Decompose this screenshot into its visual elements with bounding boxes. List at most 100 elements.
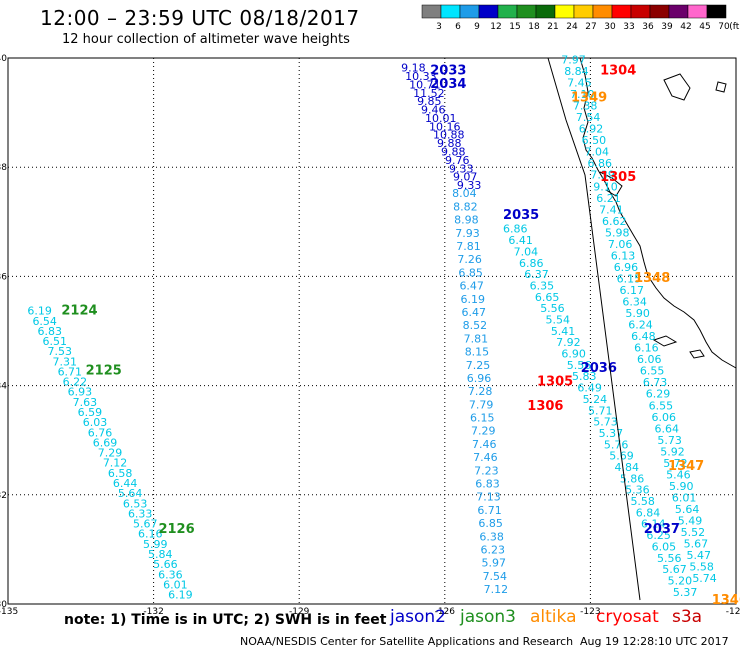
generated-timestamp: Aug 19 12:28:10 UTC 2017 bbox=[580, 635, 729, 648]
plot-border bbox=[7, 57, 737, 605]
colorbar-label: 6 bbox=[455, 22, 461, 32]
wave-height-value: 6.33 bbox=[128, 507, 152, 520]
lat-tick-label: 30 bbox=[0, 600, 7, 610]
colorbar-swatch bbox=[440, 4, 461, 19]
legend-s3a: s3a bbox=[672, 607, 703, 627]
wave-height-value: 7.29 bbox=[98, 447, 123, 460]
lat-tick-label: 38 bbox=[0, 163, 7, 173]
wave-height-value: 6.93 bbox=[68, 386, 93, 399]
wave-height-value: 5.52 bbox=[681, 526, 706, 539]
wave-height-value: 6.06 bbox=[637, 353, 662, 366]
wave-height-value: 6.96 bbox=[467, 372, 492, 385]
units-note: note: 1) Time is in UTC; 2) SWH is in fe… bbox=[64, 612, 387, 628]
wave-height-value: 6.34 bbox=[622, 296, 647, 309]
pass-time-label: 1304 bbox=[600, 63, 636, 78]
wave-height-value: 5.20 bbox=[668, 574, 693, 587]
wave-height-value: 6.55 bbox=[640, 365, 665, 378]
colorbar-label: 45 bbox=[699, 22, 710, 32]
colorbar-swatch bbox=[668, 4, 689, 19]
wave-height-value: 6.05 bbox=[652, 540, 677, 553]
colorbar-label: 21 bbox=[547, 22, 558, 32]
map-title: 12:00 – 23:59 UTC 08/18/2017 bbox=[40, 6, 360, 30]
wave-height-value: 5.84 bbox=[148, 548, 173, 561]
wave-height-value: 8.52 bbox=[463, 319, 488, 332]
wave-height-value: 7.12 bbox=[103, 457, 128, 470]
wave-height-value: 6.92 bbox=[579, 123, 604, 136]
wave-height-value: 7.39 bbox=[590, 169, 615, 182]
lat-tick-label: 34 bbox=[0, 382, 7, 392]
wave-height-value: 7.06 bbox=[608, 238, 633, 251]
wave-height-value: 7.53 bbox=[48, 345, 73, 358]
pass-time-label: 2124 bbox=[61, 304, 97, 319]
wave-height-value: 6.62 bbox=[602, 215, 627, 228]
wave-height-value: 6.06 bbox=[652, 411, 677, 424]
wave-height-value: 6.71 bbox=[477, 504, 502, 517]
colorbar-label: 39 bbox=[661, 22, 673, 32]
wave-height-value: 9.33 bbox=[449, 162, 474, 175]
colorbar-label: 18 bbox=[528, 22, 540, 32]
lat-tick-label: 36 bbox=[0, 272, 7, 282]
wave-height-value: 7.38 bbox=[573, 100, 598, 113]
wave-height-value: 6.16 bbox=[138, 528, 163, 541]
wave-height-value: 5.56 bbox=[657, 552, 682, 565]
lon-tick-label: -135 bbox=[0, 607, 18, 617]
lon-tick-label: -129 bbox=[289, 607, 310, 617]
wave-height-value: 7.41 bbox=[599, 203, 624, 216]
wave-height-value: 5.36 bbox=[625, 484, 650, 497]
wave-height-value: 5.64 bbox=[118, 487, 143, 500]
pass-time-label: 1305 bbox=[600, 170, 636, 185]
wave-height-value: 6.25 bbox=[646, 529, 671, 542]
wave-height-value: 5.58 bbox=[689, 561, 714, 574]
inland-shape bbox=[663, 73, 691, 101]
wave-height-value: 9.10 bbox=[593, 180, 618, 193]
pass-time-label: 2126 bbox=[158, 522, 194, 537]
wave-height-value: 7.10 bbox=[570, 88, 595, 101]
wave-height-value: 8.82 bbox=[453, 200, 478, 213]
wave-height-value: 5.72 bbox=[663, 457, 688, 470]
wave-height-value: 8.15 bbox=[465, 346, 490, 359]
wave-height-value: 9.88 bbox=[441, 146, 466, 159]
wave-height-value: 5.41 bbox=[551, 325, 576, 338]
pass-time-label: 2034 bbox=[430, 77, 466, 92]
colorbar-label: 33 bbox=[623, 22, 634, 32]
wave-height-value: 6.76 bbox=[88, 426, 113, 439]
wave-height-value: 6.22 bbox=[63, 376, 88, 389]
wave-height-value: 7.31 bbox=[53, 355, 77, 368]
wave-height-value: 8.84 bbox=[564, 65, 589, 78]
wave-height-value: 5.90 bbox=[669, 480, 694, 493]
island-outline-2 bbox=[689, 349, 705, 359]
pass-time-label: 1305 bbox=[537, 375, 573, 390]
track-data: 9.1810.3310.7111.529.859.4610.0110.1610.… bbox=[27, 53, 716, 601]
wave-height-value: 5.98 bbox=[605, 226, 630, 239]
wave-height-value: 6.69 bbox=[93, 436, 118, 449]
colorbar-swatch bbox=[554, 4, 575, 19]
colorbar-label: 12 bbox=[490, 22, 501, 32]
lat-tick-label: 32 bbox=[0, 491, 7, 501]
pass-time-label: 1349 bbox=[571, 91, 607, 106]
wave-height-value: 7.26 bbox=[457, 253, 482, 266]
wave-height-value: 10.71 bbox=[409, 78, 441, 91]
colorbar-label: 70 bbox=[718, 22, 730, 32]
wave-height-value: 6.86 bbox=[519, 257, 544, 270]
wave-height-value: 6.71 bbox=[58, 365, 83, 378]
wave-height-value: 6.36 bbox=[158, 568, 183, 581]
colorbar-swatch bbox=[687, 4, 708, 19]
wave-height-value: 7.04 bbox=[585, 146, 610, 159]
wave-height-value: 9.46 bbox=[421, 104, 446, 117]
wave-height-value: 5.58 bbox=[630, 495, 655, 508]
wave-height-value: 5.73 bbox=[593, 416, 618, 429]
wave-height-value: 5.24 bbox=[583, 393, 608, 406]
map-frame bbox=[7, 57, 737, 605]
wave-height-value: 9.18 bbox=[401, 62, 426, 75]
wave-height-value: 4.84 bbox=[615, 461, 640, 474]
colorbar-swatch bbox=[630, 4, 651, 19]
wave-height-value: 5.37 bbox=[599, 427, 624, 440]
wave-height-value: 6.37 bbox=[524, 268, 549, 281]
credit-text: NOAA/NESDIS Center for Satellite Applica… bbox=[240, 635, 574, 648]
lon-tick-label: -132 bbox=[143, 607, 163, 617]
pass-time-label: 2035 bbox=[503, 208, 539, 223]
wave-height-value: 7.93 bbox=[455, 227, 480, 240]
wave-height-value: 6.85 bbox=[478, 517, 503, 530]
pass-time-label: 2033 bbox=[430, 63, 466, 78]
wave-height-value: 6.01 bbox=[672, 491, 697, 504]
